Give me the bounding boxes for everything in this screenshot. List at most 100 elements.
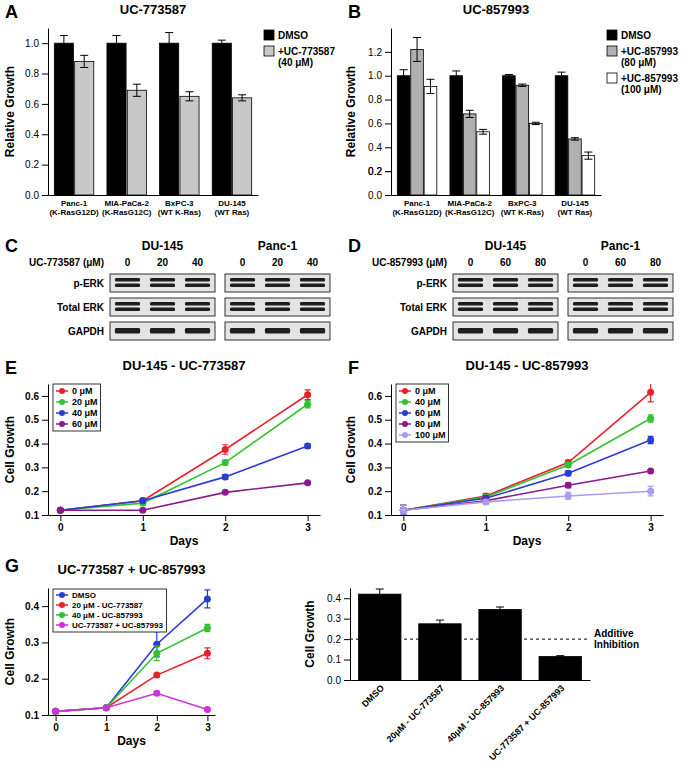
tick: MIA-PaCa-2(K-RasG12C) xyxy=(102,195,152,217)
tick: 0 xyxy=(53,715,59,733)
bar xyxy=(516,85,529,195)
tick: 20μM - UC-773587 xyxy=(385,680,447,745)
legend-label: 80 μM xyxy=(415,419,441,429)
tick-mark xyxy=(56,715,57,721)
tick-label: 0.4 xyxy=(25,438,39,449)
error-bar xyxy=(556,656,564,658)
blot-band xyxy=(573,302,598,306)
plot-area xyxy=(350,589,590,680)
point xyxy=(57,507,64,514)
legend-item: DMSO xyxy=(56,591,96,600)
tick-mark xyxy=(308,515,309,521)
blot-band xyxy=(608,284,633,288)
legend-label: +UC-857993(80 μM) xyxy=(621,46,678,68)
text-line: +UC-857993 xyxy=(621,73,678,84)
blot-band xyxy=(300,278,325,282)
text-line: (K-RasG12C) xyxy=(102,208,152,217)
tick: BxPC-3(WT K-Ras) xyxy=(501,195,544,217)
y-axis: 0.00.20.40.60.81.00.21.2 xyxy=(368,29,391,201)
text-line: (K-RasG12C) xyxy=(445,208,495,217)
tick-label: 20μM - UC-773587 xyxy=(385,683,447,745)
blot-band xyxy=(230,284,255,288)
point xyxy=(304,442,311,449)
blot-band xyxy=(230,308,255,312)
tick-label: DU-145(WT Ras) xyxy=(558,199,593,217)
blot-band xyxy=(643,328,668,334)
tick-mark xyxy=(106,715,107,721)
dose-label: 40 xyxy=(192,257,204,268)
error-bar xyxy=(648,486,654,496)
x-axis: 0123 xyxy=(49,715,216,733)
blot-band xyxy=(230,302,255,306)
tick-label: DU-145(WT Ras) xyxy=(215,199,250,217)
legend-marker xyxy=(402,410,408,416)
legend-box xyxy=(53,384,101,431)
tick: DMSO xyxy=(360,680,386,709)
tick-label: UC-773587 + UC-857993 xyxy=(487,683,566,762)
legend-item: +UC-773587(40 μM) xyxy=(264,46,335,68)
blot-frame xyxy=(110,298,215,316)
tick: 0.0 xyxy=(368,190,391,201)
point xyxy=(103,704,110,711)
cell-line-label: Panc-1 xyxy=(601,239,641,253)
error-bar xyxy=(400,505,406,515)
legend-swatch xyxy=(264,30,274,40)
legend-item: +UC-857993(100 μM) xyxy=(607,73,678,95)
bar xyxy=(529,123,542,195)
tick: 1 xyxy=(104,715,110,733)
legend-label: 40 μM xyxy=(415,397,441,407)
error-bar xyxy=(479,129,487,134)
dose-label: 0 xyxy=(583,257,589,268)
legend-item: DMSO xyxy=(607,30,651,41)
legend-swatch xyxy=(264,46,274,56)
tick-mark xyxy=(385,147,391,148)
plot-area xyxy=(57,390,311,514)
bar xyxy=(477,132,490,195)
legend-item: 40 μM xyxy=(56,408,98,418)
tick-label: 0.1 xyxy=(327,654,341,665)
point xyxy=(204,706,211,713)
axis-line xyxy=(392,515,664,516)
legend-marker xyxy=(59,421,65,427)
bar xyxy=(555,76,568,195)
chart: 0.10.20.30.40.50.601230 μM20 μM40 μM60 μ… xyxy=(3,358,321,548)
blot-band xyxy=(493,278,518,282)
tick: 2 xyxy=(155,715,161,733)
chart-title: DU-145 - UC-857993 xyxy=(466,358,589,373)
tick-mark xyxy=(42,491,48,492)
error-bar xyxy=(113,36,121,51)
blot-frame xyxy=(453,322,558,340)
blot-band xyxy=(230,328,255,334)
tick-mark xyxy=(42,43,48,44)
point xyxy=(565,492,572,499)
blot-band xyxy=(573,284,598,288)
legend-marker xyxy=(402,399,408,405)
error-bar xyxy=(505,75,513,77)
tick-mark xyxy=(568,515,569,521)
legend-label: 40 μM - UC-857993 xyxy=(72,611,143,620)
point xyxy=(400,507,407,514)
text-line: (WT K-Ras) xyxy=(501,208,544,217)
tick-label: 0.6 xyxy=(25,391,39,402)
tick-mark xyxy=(385,171,391,172)
bar xyxy=(569,139,582,195)
tick-label: 1 xyxy=(141,522,147,533)
tick-mark xyxy=(207,715,208,721)
error-bar xyxy=(400,70,408,82)
tick: 3 xyxy=(305,515,311,533)
tick-mark xyxy=(42,715,48,716)
tick-mark xyxy=(344,639,350,640)
bar xyxy=(463,114,476,195)
cell-line-label: DU-145 xyxy=(142,239,184,253)
blot-band xyxy=(643,284,668,288)
text-line: +UC-773587 xyxy=(278,46,335,57)
blot-band xyxy=(150,278,175,282)
tick: Panc-1(K-RasG12D) xyxy=(392,195,442,217)
blot-band xyxy=(643,278,668,282)
blot-band xyxy=(185,278,210,282)
axis-line xyxy=(392,195,602,196)
y-axis-title: Cell Growth xyxy=(3,416,17,483)
error-bar xyxy=(376,589,384,599)
text-line: (WT Ras) xyxy=(558,208,593,217)
error-bar xyxy=(532,122,540,124)
